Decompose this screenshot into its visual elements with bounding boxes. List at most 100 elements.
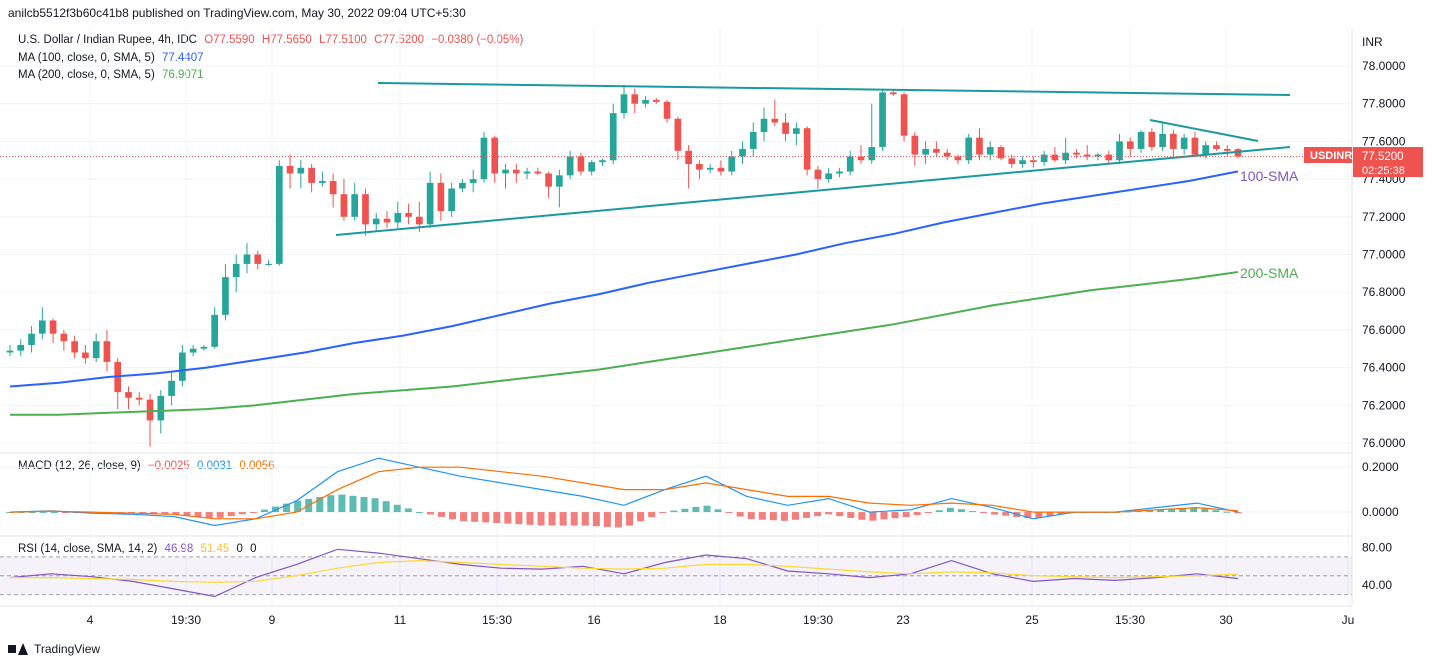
macd-hist-bar <box>803 512 811 518</box>
candle <box>243 243 251 274</box>
candle <box>943 148 951 161</box>
macd-hist-bar <box>1179 508 1187 513</box>
candle <box>28 326 35 353</box>
badge-symbol: USDINR <box>1310 150 1352 162</box>
time-tick-label: 19:30 <box>171 613 201 627</box>
rsi-legend: RSI (14, close, SMA, 14, 2) 46.98 51.45 … <box>18 543 261 555</box>
candle <box>685 145 692 189</box>
macd-hist-bar <box>603 512 611 527</box>
candle <box>512 164 520 183</box>
macd-hist-bar <box>1002 512 1010 516</box>
candle <box>308 164 315 193</box>
rsi-extra-1: 0 <box>236 543 243 555</box>
macd-legend: MACD (12, 26, close, 9) −0.0025 0.0031 0… <box>18 460 279 472</box>
signal-line <box>9 466 1239 520</box>
macd-hist-bar <box>316 497 324 513</box>
candle <box>631 88 639 114</box>
macd-hist-bar <box>437 512 445 517</box>
candle <box>362 188 369 236</box>
main-legend: U.S. Dollar / Indian Rupee, 4h, IDC O77.… <box>18 34 527 46</box>
time-tick-label: 25 <box>1025 613 1039 627</box>
macd-line-value: 0.0031 <box>197 460 233 472</box>
macd-hist-bar <box>548 512 556 526</box>
candle <box>545 171 552 198</box>
macd-hist-bar <box>393 504 401 513</box>
candle <box>728 150 736 176</box>
candle <box>265 260 272 266</box>
time-axis: 4 19:30 9 11 15:30 16 18 19:30 23 25 15:30 30 Ju <box>87 613 1355 627</box>
macd-hist-bar <box>825 512 833 515</box>
macd-hist-bar <box>283 503 291 513</box>
macd-hist-bar <box>39 511 47 513</box>
time-tick-label: 15:30 <box>1115 613 1145 627</box>
macd-hist-bar <box>758 512 766 520</box>
macd-hist-bar <box>61 512 69 514</box>
price-axis: 78.000077.800077.600077.400077.200077.00… <box>1362 59 1406 592</box>
macd-hist-bar <box>714 509 722 513</box>
macd-hist-bar <box>935 510 943 513</box>
macd-hist-bar <box>747 512 755 520</box>
macd-hist-bar <box>913 512 921 516</box>
ma200-value: 76.9071 <box>161 69 204 81</box>
macd-hist-bar <box>493 512 501 524</box>
grid <box>0 28 1352 606</box>
candle <box>1191 131 1199 157</box>
time-tick-label: 23 <box>896 613 910 627</box>
candle <box>889 90 897 97</box>
macd-hist-value: −0.0025 <box>147 460 190 472</box>
candle <box>609 103 617 165</box>
macd-hist-bar <box>294 500 302 513</box>
high-value: H77.5650 <box>261 34 312 46</box>
candle <box>437 173 445 221</box>
candle <box>1137 130 1145 153</box>
candle <box>706 164 714 174</box>
candle <box>534 167 542 176</box>
macd-hist-bar <box>172 512 180 515</box>
candle <box>1051 147 1059 163</box>
candle <box>49 318 57 344</box>
candle <box>814 165 822 189</box>
macd-hist-bar <box>249 512 257 514</box>
candle <box>372 213 380 232</box>
candle <box>696 160 703 180</box>
macd-hist-bar <box>1024 512 1032 519</box>
candle <box>82 344 89 364</box>
macd-hist-bar <box>471 512 479 522</box>
candle <box>997 145 1005 161</box>
macd-hist-bar <box>449 512 457 520</box>
macd-hist-bar <box>1035 512 1043 518</box>
macd-hist-bar <box>194 512 202 517</box>
macd-hist-bar <box>216 512 224 518</box>
sma200-annotation: 200-SMA <box>1240 265 1299 281</box>
time-tick-label: 15:30 <box>482 613 512 627</box>
candle <box>383 211 391 229</box>
time-tick-label: 18 <box>713 613 727 627</box>
macd-hist-bar <box>769 512 777 521</box>
macd-hist-bar <box>836 512 844 517</box>
candle <box>986 141 994 161</box>
candle <box>1159 122 1166 151</box>
macd-hist-bar <box>891 512 899 519</box>
candle <box>868 103 876 165</box>
macd-line <box>9 457 1239 527</box>
candle <box>168 371 175 406</box>
candles <box>6 84 1242 447</box>
badge-price: 77.5200 <box>1362 151 1404 163</box>
candle <box>329 173 337 208</box>
candle <box>71 335 78 359</box>
candle <box>1029 156 1037 168</box>
rsi-levels <box>0 556 1352 596</box>
candle <box>340 179 348 221</box>
candle <box>922 141 929 165</box>
candle <box>577 152 585 176</box>
candle <box>1126 137 1134 157</box>
candle <box>674 116 682 161</box>
macd-hist-bar <box>592 512 600 527</box>
macd-hist-bar <box>504 512 512 524</box>
low-value: L77.5100 <box>318 34 367 46</box>
macd-hist-bar <box>238 512 246 515</box>
candle <box>976 128 983 161</box>
candle <box>351 182 359 221</box>
candle <box>749 122 757 157</box>
